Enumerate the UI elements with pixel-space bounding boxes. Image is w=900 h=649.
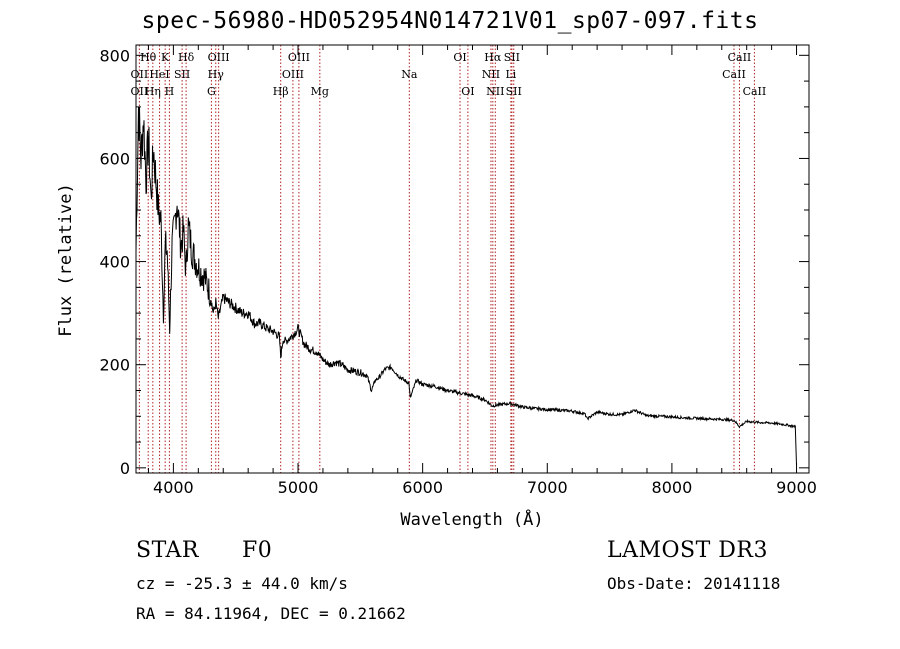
spectral-subclass: F0 (242, 538, 273, 563)
redshift-cz: cz = -25.3 ± 44.0 km/s (136, 574, 348, 593)
survey-name: LAMOST DR3 (607, 538, 768, 563)
y-tick-label: 800 (99, 46, 130, 65)
spectral-line-label: OI (453, 51, 466, 64)
spectral-line-label: OIII (288, 51, 310, 64)
spectral-line-label: Li (505, 68, 516, 81)
spectral-line-label: Hδ (178, 51, 195, 64)
spectral-line-label: NII (486, 85, 504, 98)
spectral-line-label: NII (482, 68, 500, 81)
x-tick-label: 5000 (278, 478, 319, 497)
spectral-line-label: CaII (728, 51, 752, 64)
x-axis-label: Wavelength (Å) (400, 510, 544, 530)
y-tick-label: 600 (99, 149, 130, 168)
spectral-line-label: OII (131, 68, 149, 81)
spectral-line-label: Hγ (208, 68, 225, 81)
spectral-line-label: G (207, 85, 216, 98)
spectral-line-label: OIII (208, 51, 230, 64)
spectral-line-markers (138, 45, 755, 473)
spectral-line-label: Na (401, 68, 418, 81)
spectrum-series (135, 106, 797, 466)
spectral-line-label: SII (504, 51, 520, 64)
spectral-line-label: H (165, 85, 175, 98)
x-tick-label: 7000 (527, 478, 568, 497)
spectral-line-label: Hα (484, 51, 502, 64)
x-tick-label: 6000 (402, 478, 443, 497)
x-tick-label: 9000 (776, 478, 817, 497)
spectral-line-label: CaII (743, 85, 767, 98)
spectral-line-label: SII (506, 85, 522, 98)
spectral-line-label: OI (461, 85, 474, 98)
spectrum-line (135, 106, 797, 466)
y-axis-label: Flux (relative) (56, 183, 76, 337)
x-tick-label: 4000 (153, 478, 194, 497)
spectral-line-label: OIII (282, 68, 304, 81)
object-class: STAR (136, 538, 199, 563)
y-tick-label: 400 (99, 253, 130, 272)
spectral-line-label: Hθ (140, 51, 157, 64)
spectral-line-labels: OII Hθ OII HeI K Hη H SII Hδ OIII Hγ G Hβ OIII OIII Mg N… (131, 51, 767, 98)
spectral-line-label: OII (131, 85, 149, 98)
spectral-line-label: Hβ (273, 85, 289, 98)
spectral-line-label: K (161, 51, 170, 64)
spectral-line-label: Mg (311, 85, 329, 98)
x-tick-label: 8000 (652, 478, 693, 497)
ra-dec: RA = 84.11964, DEC = 0.21662 (136, 604, 406, 623)
plot-axes: 4000 5000 6000 7000 8000 9000 0 200 400 600 800 (99, 44, 817, 497)
plot-frame (135, 44, 810, 474)
spectral-line-label: Hη (145, 85, 161, 98)
y-tick-label: 200 (99, 356, 130, 375)
spectral-line-label: CaII (722, 68, 746, 81)
spectral-line-label: SII (174, 68, 190, 81)
spectral-line-label: HeI (149, 68, 169, 81)
y-tick-label: 0 (120, 459, 130, 478)
chart-title: spec-56980-HD052954N014721V01_sp07-097.f… (141, 8, 759, 34)
observation-date: Obs-Date: 20141118 (607, 574, 781, 593)
